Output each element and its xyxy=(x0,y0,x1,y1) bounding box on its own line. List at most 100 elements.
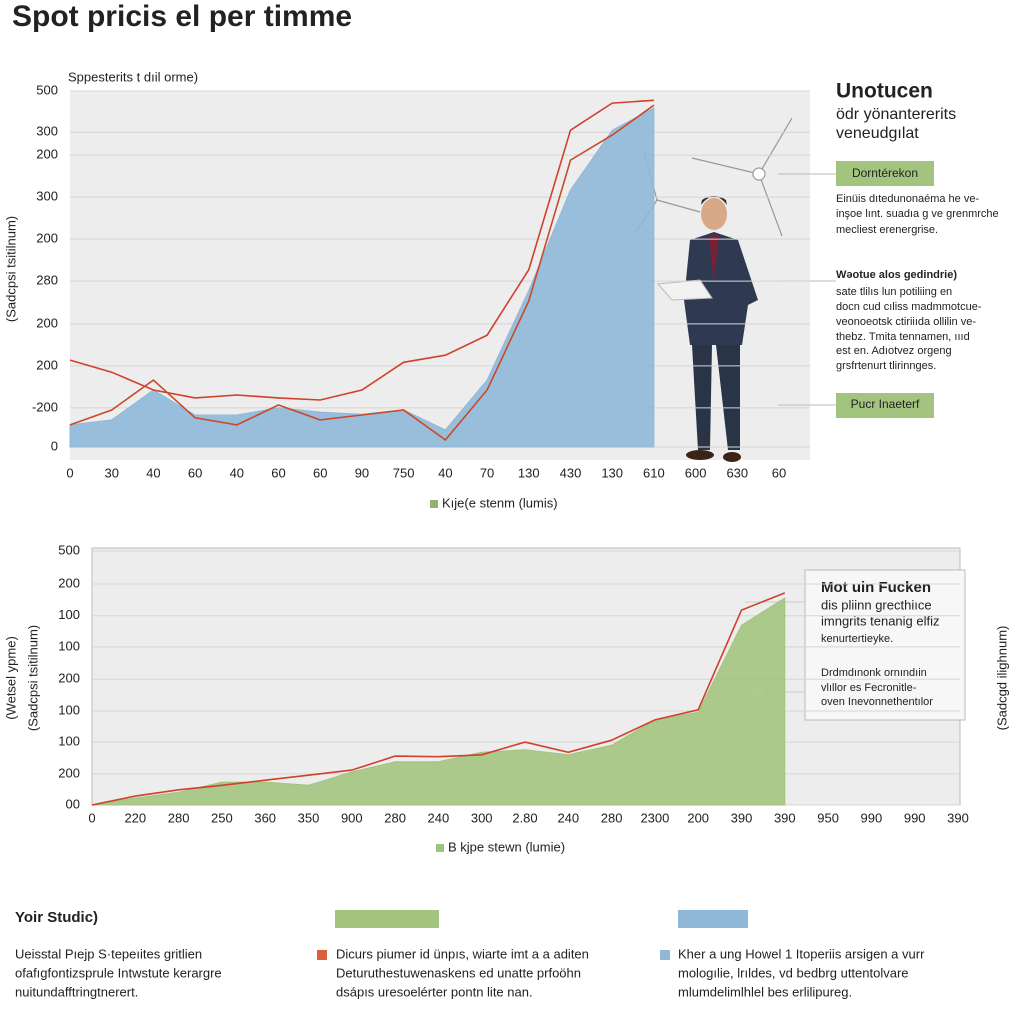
callout-title: Mot uin Fucken xyxy=(821,579,931,596)
y-tick-label: -200 xyxy=(32,399,58,414)
x-tick-label: 40 xyxy=(230,465,244,480)
x-tick-label: 220 xyxy=(124,810,146,825)
legend-swatch xyxy=(436,844,444,852)
x-tick-label: 610 xyxy=(643,465,665,480)
panel-text: veonoeotsk ctiriiıda ollilin ve- xyxy=(836,316,976,328)
y-tick-label: 300 xyxy=(36,124,58,139)
panel-text: Einüis dıtedunonaéma he ve- xyxy=(836,193,979,205)
footer-bar xyxy=(678,910,748,928)
x-tick-label: 30 xyxy=(104,465,118,480)
x-tick-label: 280 xyxy=(168,810,190,825)
panel-button[interactable] xyxy=(836,393,934,418)
callout-text: Drdmdınonk ornındıin xyxy=(821,667,927,679)
x-tick-label: 0 xyxy=(66,465,73,480)
x-tick-label: 300 xyxy=(471,810,493,825)
footer-bar xyxy=(335,910,439,928)
y-tick-label: 200 xyxy=(36,357,58,372)
y-tick-label: 200 xyxy=(58,765,80,780)
y-tick-label: 0 xyxy=(51,438,58,453)
x-tick-label: 600 xyxy=(685,465,707,480)
panel-text: est en. Adıotvez orgeng xyxy=(836,345,952,357)
x-tick-label: 350 xyxy=(298,810,320,825)
panel-subtitle: ödr yönantererits xyxy=(836,106,956,123)
footer-text: ofafıgfontizsprule Intwstute kerargre xyxy=(15,965,222,980)
x-tick-label: 950 xyxy=(817,810,839,825)
callout-box xyxy=(804,569,966,721)
y-axis-label: (Sadcpsi tsitilnum) xyxy=(3,216,18,322)
footer-text: mlumdelimlhlel bes erlilipureg. xyxy=(678,984,852,999)
x-tick-label: 2300 xyxy=(640,810,669,825)
panel-text: thebz. Tmita tennamen, ıııd xyxy=(836,331,970,343)
y-tick-label: 100 xyxy=(58,607,80,622)
panel-button-label[interactable]: Pucr Inaeterf xyxy=(851,397,920,411)
x-tick-label: 280 xyxy=(384,810,406,825)
legend-label: B kjpe stewn (lumie) xyxy=(448,839,565,854)
y-tick-label: 100 xyxy=(58,734,80,749)
panel-heading: Wəotue alos gedindrie) xyxy=(836,269,957,281)
x-tick-label: 60 xyxy=(772,465,786,480)
y-axis-label: (Sadcgd ilighnum) xyxy=(994,626,1009,731)
windmill xyxy=(635,117,793,237)
x-tick-label: 240 xyxy=(428,810,450,825)
x-tick-label: 60 xyxy=(313,465,327,480)
panel-button-label[interactable]: Dorntérekon xyxy=(852,166,918,180)
x-tick-label: 390 xyxy=(774,810,796,825)
y-tick-label: 280 xyxy=(36,273,58,288)
x-tick-label: 40 xyxy=(146,465,160,480)
page-title: Spot pricis el per timme xyxy=(12,0,352,33)
y-tick-label: 200 xyxy=(58,671,80,686)
x-tick-label: 430 xyxy=(560,465,582,480)
panel-text: mecliest erenergrise. xyxy=(836,224,938,236)
footer-text: nuitundafftringtnerert. xyxy=(15,984,138,999)
chart-title: Sppesterits t dıil orme) xyxy=(68,69,198,84)
x-tick-label: 130 xyxy=(601,465,623,480)
panel-title: Unotucen xyxy=(836,80,933,103)
line xyxy=(69,104,655,441)
y-tick-label: 100 xyxy=(58,638,80,653)
footer-text: Ueisstal Pıejp S·tepeıites gritlien xyxy=(15,946,202,961)
y-tick-label: 200 xyxy=(36,147,58,162)
footer-text: Deturuthestuwenaskens ed unatte prfoöhn xyxy=(336,965,581,980)
area xyxy=(91,597,786,806)
y-tick-label: 100 xyxy=(58,702,80,717)
footer-text: Kher a ung Howel 1 Itoperiis arsigen a v… xyxy=(678,946,925,961)
panel-text: grsfrtenurt tlirinnges. xyxy=(836,360,936,372)
x-tick-label: 0 xyxy=(88,810,95,825)
panel-text: sate tlilıs lun potiliing en xyxy=(836,286,952,298)
y-tick-label: 00 xyxy=(66,796,80,811)
x-tick-label: 60 xyxy=(188,465,202,480)
legend-swatch xyxy=(430,500,438,508)
x-tick-label: 390 xyxy=(731,810,753,825)
y-axis-label: (Wetsel ypme) xyxy=(3,636,18,720)
y-tick-label: 200 xyxy=(58,575,80,590)
y-tick-label: 300 xyxy=(36,189,58,204)
x-tick-label: 360 xyxy=(254,810,276,825)
x-tick-label: 90 xyxy=(355,465,369,480)
x-tick-label: 630 xyxy=(726,465,748,480)
x-tick-label: 390 xyxy=(947,810,969,825)
y-tick-label: 500 xyxy=(58,542,80,557)
x-tick-label: 250 xyxy=(211,810,233,825)
x-tick-label: 280 xyxy=(601,810,623,825)
x-tick-label: 990 xyxy=(861,810,883,825)
x-tick-label: 990 xyxy=(904,810,926,825)
x-tick-label: 130 xyxy=(518,465,540,480)
panel-button[interactable] xyxy=(836,161,934,186)
y-axis-label: (Sadcpsi tsitilnum) xyxy=(25,625,40,731)
panel-text: docn cud cıliss madmmotcue- xyxy=(836,301,982,313)
y-tick-label: 500 xyxy=(36,82,58,97)
callout-text: imngrits tenanig elfiz xyxy=(821,613,940,628)
footer-text: Dicurs piumer id ünpıs, wiarte imt a a a… xyxy=(336,946,589,961)
legend-label: Kıje(e stenm (lumis) xyxy=(442,495,558,510)
line xyxy=(91,592,786,806)
footer-swatch xyxy=(660,950,670,960)
x-tick-label: 40 xyxy=(438,465,452,480)
panel-text: inşoe lınt. suadıa g ve grenmrche xyxy=(836,208,999,220)
x-tick-label: 2.80 xyxy=(512,810,537,825)
x-tick-label: 240 xyxy=(557,810,579,825)
x-tick-label: 200 xyxy=(687,810,709,825)
callout-text: vlıllor es Fecronitle- xyxy=(821,682,917,694)
footer-text: dsápıs uresoelérter pontn lite nan. xyxy=(336,984,533,999)
person xyxy=(656,196,758,462)
